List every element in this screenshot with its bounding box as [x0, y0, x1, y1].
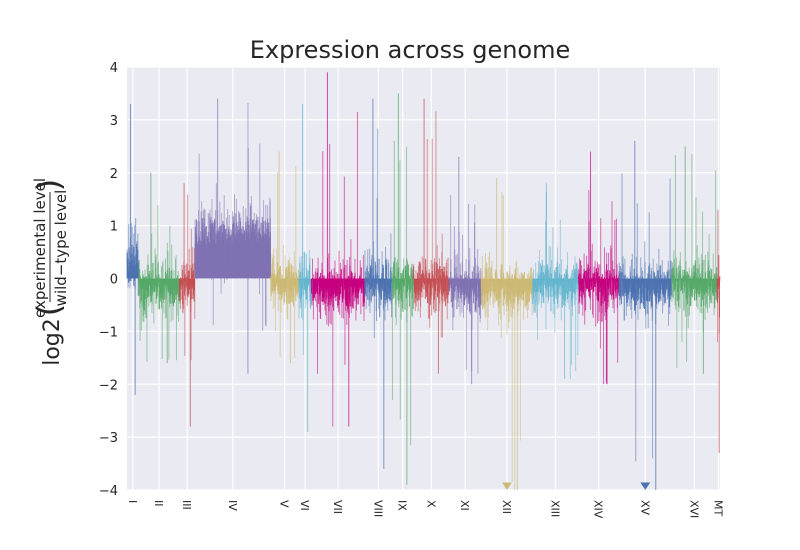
x-tick-label: IV — [226, 500, 239, 511]
x-tick-label: VII — [331, 500, 344, 514]
y-tick-label: 2 — [110, 167, 118, 182]
chromosome-XII — [480, 178, 534, 490]
y-axis-ticks: −4 −3 −2 −1 0 1 2 3 4 — [99, 61, 118, 499]
y-tick-label: 0 — [110, 273, 118, 288]
chromosome-XV — [618, 141, 672, 490]
y-axis-label-prefix: log2 — [40, 318, 65, 366]
y-axis-label: log2 ( experimental level wild−type leve… — [30, 178, 70, 366]
chromosome-IX — [391, 93, 414, 485]
chromosome-IV — [194, 98, 271, 374]
chromosome-XI — [448, 156, 482, 385]
chromosome-XIV — [577, 151, 620, 385]
y-tick-label: 1 — [110, 220, 118, 235]
x-tick-label: VIII — [371, 500, 384, 517]
x-tick-label: MT — [712, 500, 725, 516]
x-tick-label: I — [126, 500, 139, 503]
x-tick-label: XVI — [687, 500, 700, 518]
offscale-markers — [502, 482, 651, 490]
chart-title: Expression across genome — [250, 36, 571, 64]
x-tick-label: X — [424, 500, 437, 508]
x-tick-label: VI — [298, 500, 311, 511]
offscale-marker-arrow — [502, 482, 512, 490]
x-tick-label: IX — [396, 500, 409, 511]
x-tick-label: XIV — [592, 500, 605, 519]
chromosome-V — [270, 151, 300, 364]
chromosome-XIII — [532, 183, 579, 379]
x-tick-label: XIII — [549, 500, 562, 517]
x-tick-label: XV — [638, 500, 651, 516]
chromosome-I — [126, 104, 139, 395]
x-tick-label: XI — [458, 500, 471, 511]
chromosome-MT — [716, 209, 721, 453]
y-tick-label: −2 — [99, 378, 118, 393]
offscale-marker-arrow — [640, 482, 651, 490]
x-tick-label: V — [278, 500, 291, 508]
y-tick-label: −1 — [99, 325, 118, 340]
x-axis-ticks: I II III IV V VI VII VIII IX X XI XII XIII XIV XV XVI MT — [126, 500, 725, 519]
y-axis-label-numerator: experimental level — [31, 178, 49, 318]
x-tick-label: II — [152, 500, 165, 507]
data-bars — [126, 72, 721, 490]
chromosome-X — [412, 98, 450, 374]
y-axis-label-denominator: wild−type level — [52, 190, 70, 307]
x-tick-label: XII — [500, 500, 513, 514]
y-tick-label: 4 — [110, 61, 118, 76]
y-tick-label: −3 — [99, 431, 118, 446]
y-tick-label: −4 — [99, 484, 118, 499]
chromosome-II — [138, 172, 180, 364]
y-tick-label: 3 — [110, 114, 118, 129]
chromosome-III — [179, 183, 196, 427]
chromosome-VII — [311, 72, 366, 427]
chromosome-XVI — [671, 146, 718, 374]
chromosome-VIII — [364, 98, 393, 469]
y-axis-label-close-paren: ) — [30, 179, 68, 191]
x-tick-label: III — [180, 500, 193, 510]
y-axis-label-open-paren: ( — [30, 304, 68, 316]
